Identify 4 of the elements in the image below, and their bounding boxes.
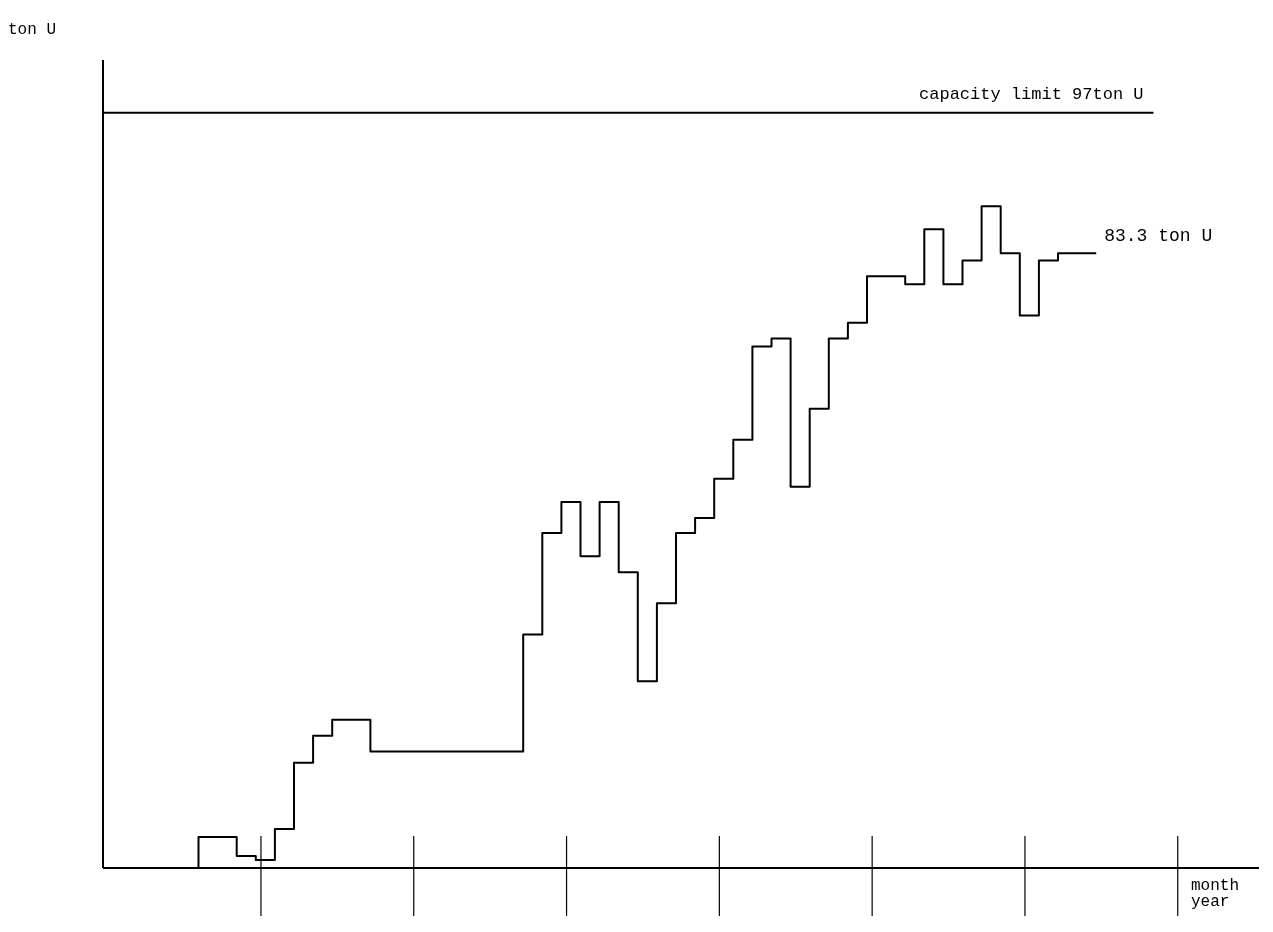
text: ton U: [8, 21, 57, 39]
annotation: 83.3 ton U: [1104, 226, 1213, 247]
text: month year: [1191, 877, 1240, 911]
ref-line-label: capacity limit 97ton U: [919, 84, 1144, 104]
